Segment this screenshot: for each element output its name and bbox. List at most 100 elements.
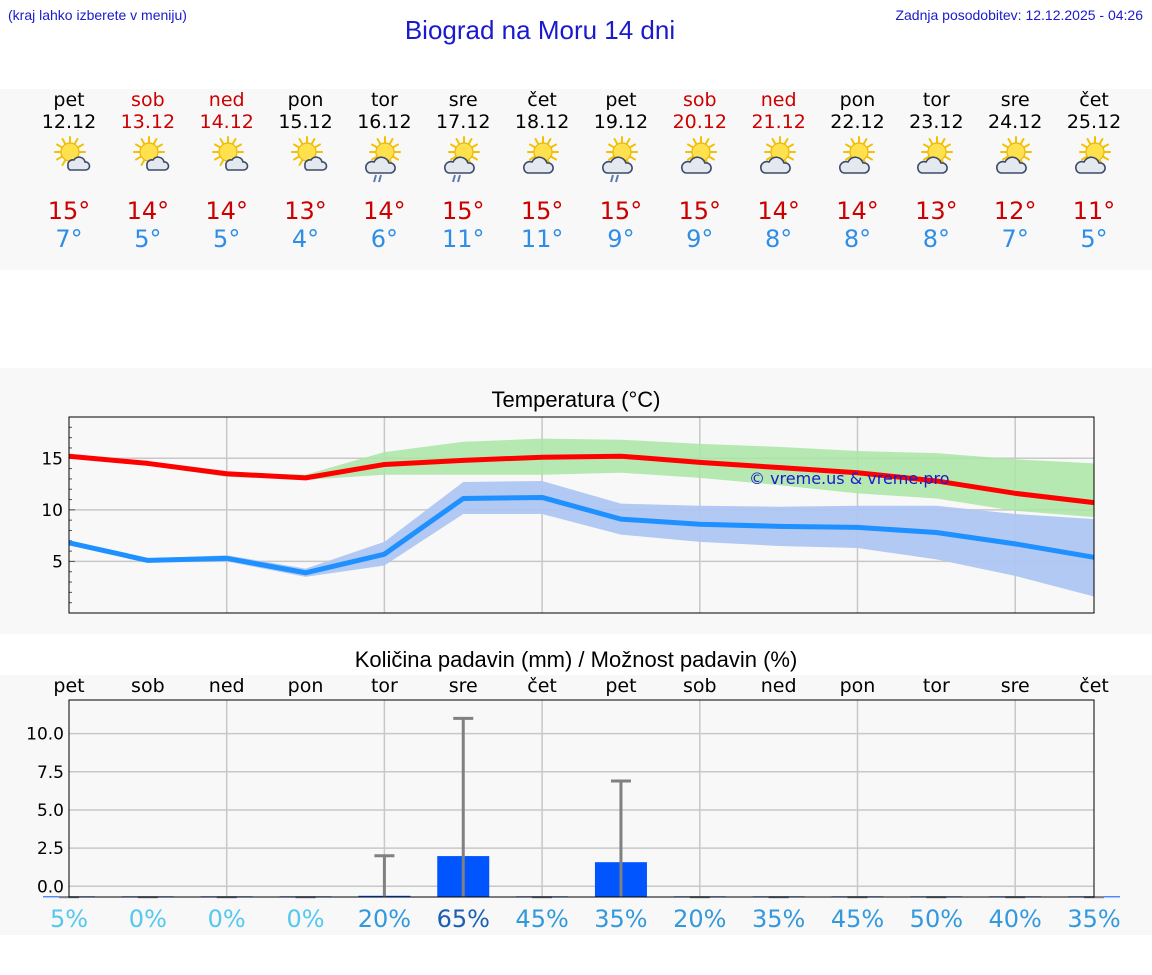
y-tick-label: 10: [41, 501, 63, 521]
day-name: sre: [1000, 89, 1030, 111]
min-temperature: 8°: [843, 225, 872, 253]
precipitation-chart-title: Količina padavin (mm) / Možnost padavin …: [354, 647, 798, 672]
sun-cloud-rain-icon: [440, 136, 486, 184]
y-tick-label: 15: [41, 449, 63, 469]
precipitation-probability: 50%: [910, 905, 963, 933]
day-date: 14.12: [199, 111, 254, 133]
last-updated: Zadnja posodobitev: 12.12.2025 - 04:26: [895, 7, 1143, 23]
sun-cloud-rain-icon: [361, 136, 407, 184]
day-name: ned: [760, 89, 797, 111]
day-date: 25.12: [1066, 111, 1122, 133]
partly-sunny-icon: [283, 136, 329, 184]
precipitation-probability: 65%: [437, 905, 490, 933]
x-tick-label: tor: [923, 675, 950, 697]
max-temperature: 13°: [915, 197, 958, 225]
day-date: 17.12: [436, 111, 491, 133]
plot-area: [69, 700, 1094, 897]
max-temperature: 12°: [993, 197, 1037, 225]
x-tick-label: ned: [761, 675, 797, 697]
day-name: sob: [683, 89, 717, 111]
min-temperature-line: [68, 494, 1095, 576]
day-date: 19.12: [593, 111, 649, 133]
day-name: sob: [131, 89, 165, 111]
min-temperature: 11°: [520, 225, 564, 253]
day-name: tor: [922, 89, 950, 111]
max-temperature: 15°: [678, 197, 722, 225]
min-temperature: 7°: [55, 225, 83, 253]
day-date: 23.12: [909, 111, 964, 133]
sun-cloud-icon: [913, 136, 959, 184]
max-temperature: 14°: [836, 197, 879, 225]
day-name: čet: [1079, 89, 1109, 111]
day-date: 13.12: [120, 111, 176, 133]
location-hint: (kraj lahko izberete v meniju): [8, 7, 187, 23]
precipitation-chart: pet sob ned pon tor sre čet pet sob ned pon tor sre č…: [26, 675, 1121, 933]
precipitation-probability: 20%: [358, 905, 411, 933]
temperature-chart-title: Temperatura (°C): [491, 387, 661, 412]
max-temperature-line: [68, 453, 1095, 506]
min-temperature: 5°: [134, 225, 162, 253]
min-temperature: 9°: [607, 225, 635, 253]
min-temperature: 4°: [291, 225, 320, 253]
precipitation-probability: 45%: [515, 905, 568, 933]
sun-cloud-icon: [835, 136, 881, 184]
x-tick-label: čet: [527, 675, 557, 697]
precipitation-probability: 20%: [673, 905, 726, 933]
x-tick-label: pon: [840, 675, 876, 697]
plot-frame: [68, 416, 1095, 614]
x-tick-label: sob: [683, 675, 717, 697]
day-date: 12.12: [41, 111, 97, 133]
min-temperature: 5°: [213, 225, 241, 253]
precipitation-probability: 5%: [50, 905, 88, 933]
precipitation-probability: 40%: [989, 905, 1042, 933]
x-tick-label: pon: [288, 675, 324, 697]
x-tick-label: sre: [449, 675, 478, 697]
x-tick-label: tor: [371, 675, 398, 697]
y-tick-label: 5.0: [37, 801, 64, 821]
day-name: čet: [527, 89, 557, 111]
max-temperature: 14°: [363, 197, 406, 225]
x-tick-label: pet: [605, 675, 636, 697]
precipitation-probability: 35%: [752, 905, 805, 933]
sun-cloud-icon: [1071, 136, 1117, 184]
day-name: tor: [370, 89, 398, 111]
y-tick-label: 0.0: [37, 877, 64, 897]
day-name: pon: [839, 89, 876, 111]
precipitation-probability: 35%: [594, 905, 647, 933]
precipitation-probability: 45%: [831, 905, 884, 933]
min-temperature: 7°: [1001, 225, 1029, 253]
x-tick-label: ned: [209, 675, 245, 697]
y-tick-label: 7.5: [37, 763, 64, 783]
max-temperature: 14°: [126, 197, 170, 225]
min-temperature: 5°: [1080, 225, 1108, 253]
day-date: 24.12: [987, 111, 1043, 133]
day-date: 16.12: [357, 111, 412, 133]
sun-cloud-icon: [992, 136, 1038, 184]
day-date: 22.12: [830, 111, 885, 133]
x-tick-label: čet: [1079, 675, 1109, 697]
temperature-chart: 5 10 15 © vreme.us & vreme.pro: [41, 416, 1095, 614]
watermark: © vreme.us & vreme.pro: [749, 469, 950, 488]
daily-forecast-panel: pet 12.12 15° 7° sob 13.12 14° 5° ned 14.12 14° 5° p…: [0, 89, 1152, 270]
precipitation-probability: 0%: [287, 905, 325, 933]
day-date: 15.12: [278, 111, 333, 133]
max-temperature: 15°: [47, 197, 91, 225]
min-temperature: 11°: [441, 225, 485, 253]
precipitation-probability: 0%: [208, 905, 246, 933]
partly-sunny-icon: [204, 136, 250, 184]
max-temperature: 14°: [757, 197, 800, 225]
max-temperature: 14°: [205, 197, 248, 225]
max-temperature: 15°: [520, 197, 564, 225]
min-temperature: 8°: [765, 225, 793, 253]
sun-cloud-icon: [519, 136, 565, 184]
max-range-band: [69, 438, 1095, 518]
min-temperature: 9°: [686, 225, 714, 253]
partly-sunny-icon: [125, 136, 171, 184]
day-date: 18.12: [514, 111, 570, 133]
day-date: 20.12: [672, 111, 727, 133]
precipitation-probability: 0%: [129, 905, 167, 933]
day-name: ned: [208, 89, 245, 111]
day-name: pet: [605, 89, 637, 111]
min-temperature: 6°: [370, 225, 399, 253]
precipitation-probability: 35%: [1067, 905, 1120, 933]
